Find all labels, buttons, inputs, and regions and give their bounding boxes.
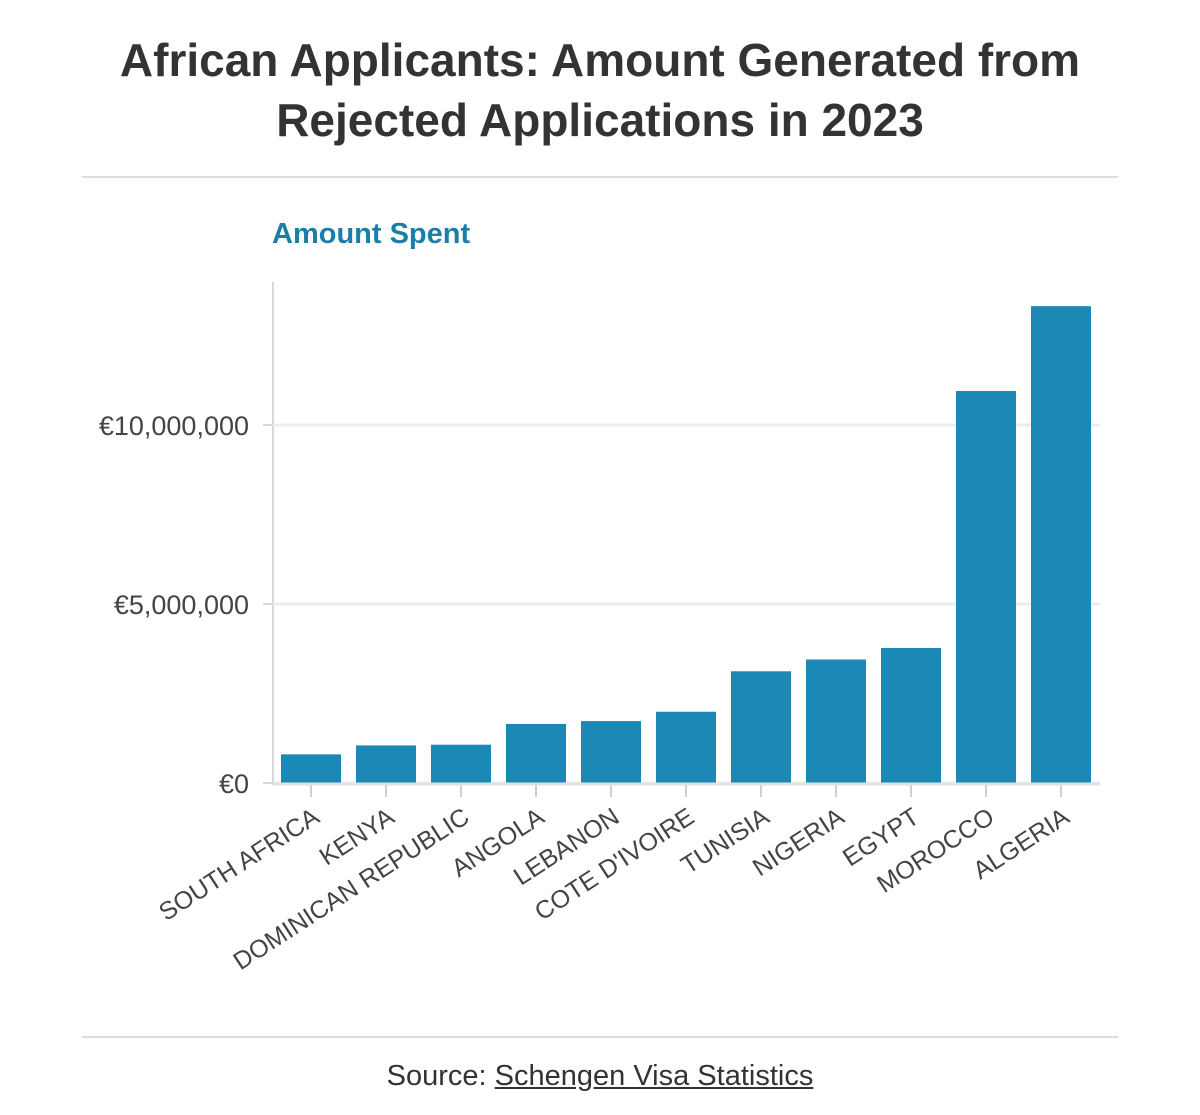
bar-angola bbox=[506, 723, 566, 783]
bar-kenya bbox=[356, 745, 416, 783]
bar-egypt bbox=[881, 648, 941, 783]
bar-lebanon bbox=[581, 721, 641, 783]
bar-cote-d-ivoire bbox=[656, 711, 716, 783]
y-tick-label: €0 bbox=[219, 769, 249, 799]
bar-morocco bbox=[956, 390, 1016, 783]
y-tick-label: €10,000,000 bbox=[99, 411, 249, 441]
top-divider bbox=[82, 176, 1118, 178]
source-line: Source: Schengen Visa Statistics bbox=[0, 1060, 1200, 1093]
bar-nigeria bbox=[806, 659, 866, 783]
bar-algeria bbox=[1031, 306, 1091, 783]
chart-title: African Applicants: Amount Generated fro… bbox=[119, 34, 1081, 146]
source-prefix: Source: bbox=[386, 1060, 495, 1092]
y-axis-series-label: Amount Spent bbox=[272, 218, 471, 250]
bottom-divider bbox=[82, 1036, 1118, 1038]
y-tick-label: €5,000,000 bbox=[114, 590, 249, 620]
source-link[interactable]: Schengen Visa Statistics bbox=[494, 1060, 814, 1092]
bar-south-africa bbox=[281, 754, 341, 783]
bar-dominican-republic bbox=[431, 744, 491, 783]
bar-tunisia bbox=[731, 671, 791, 783]
